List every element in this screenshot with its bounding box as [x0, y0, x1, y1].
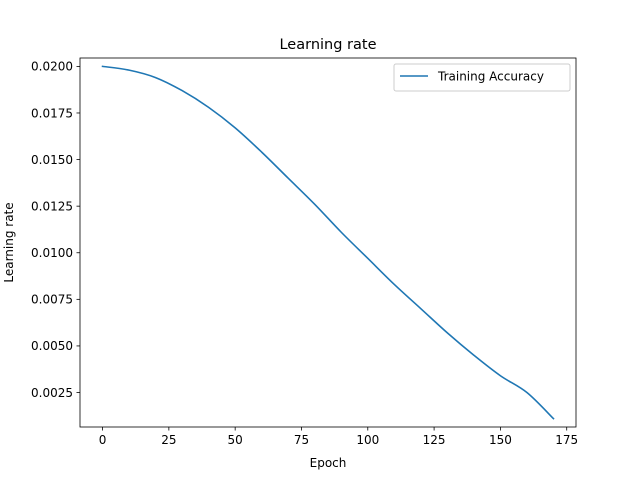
x-tick-label: 50 [228, 433, 243, 447]
y-tick-label: 0.0200 [31, 60, 73, 74]
y-tick-label: 0.0100 [31, 246, 73, 260]
legend-box [393, 63, 571, 92]
x-tick-label: 175 [555, 433, 578, 447]
y-tick-label: 0.0175 [31, 106, 73, 120]
y-tick-label: 0.0025 [31, 386, 73, 400]
x-tick-label: 125 [423, 433, 446, 447]
y-tick-label: 0.0075 [31, 293, 73, 307]
x-tick-label: 150 [489, 433, 512, 447]
y-tick-label: 0.0050 [31, 339, 73, 353]
legend: Training Accuracy [393, 63, 571, 92]
x-tick-label: 75 [294, 433, 309, 447]
y-tick-label: 0.0150 [31, 153, 73, 167]
y-axis-label: Learning rate [2, 202, 16, 282]
axes-frame [79, 57, 577, 428]
legend-entry-label: Training Accuracy [437, 70, 544, 84]
y-tick-label: 0.0125 [31, 199, 73, 213]
x-tick-label: 25 [161, 433, 176, 447]
series-line-training-accuracy [101, 65, 555, 420]
x-axis-ticks: 0 25 50 75 100 125 150 175 [99, 427, 578, 447]
x-tick-label: 100 [356, 433, 379, 447]
x-axis-label: Epoch [310, 456, 347, 470]
axes-background [80, 58, 576, 427]
x-tick-label: 0 [99, 433, 107, 447]
y-axis-ticks: 0.0025 0.0050 0.0075 0.0100 0.0125 0.0150 0.01… [31, 60, 80, 400]
chart-title: Learning rate [279, 37, 376, 53]
data-layer [101, 65, 555, 420]
